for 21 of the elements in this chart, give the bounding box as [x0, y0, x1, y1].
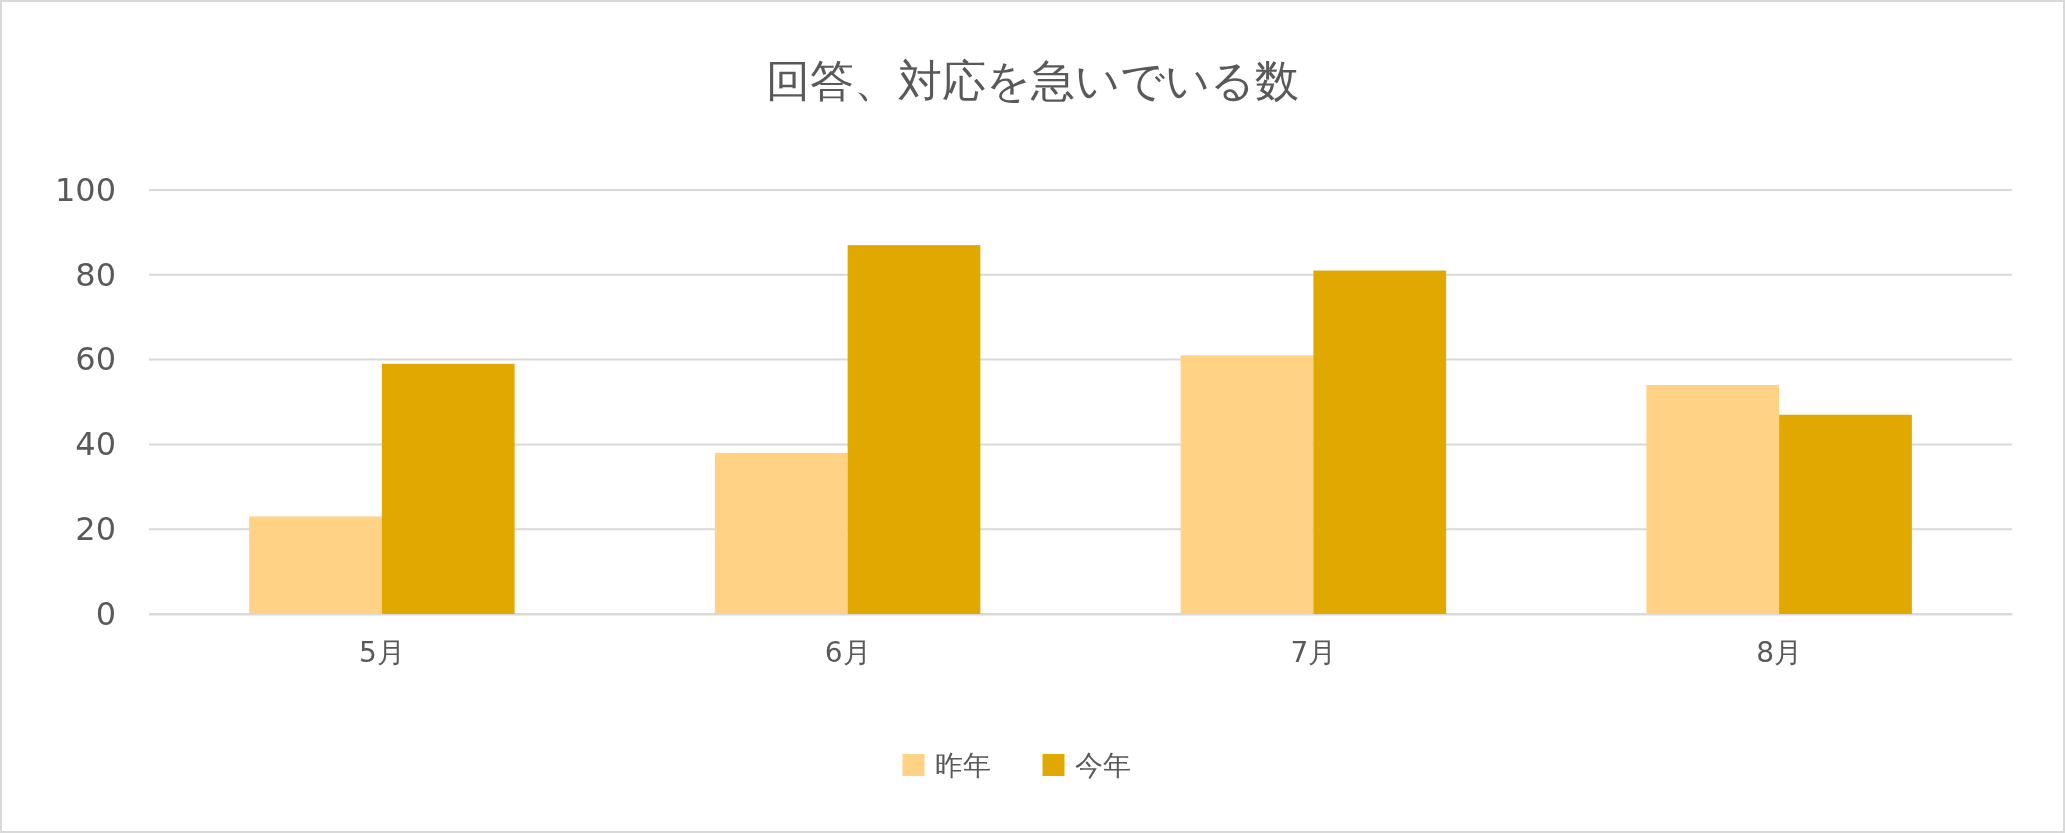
x-tick-label: 5月: [358, 635, 405, 669]
y-tick-label: 0: [95, 594, 116, 633]
y-tick-label: 60: [75, 340, 116, 379]
bar: [1313, 270, 1447, 614]
bar: [1779, 414, 1912, 614]
x-tick-label: 6月: [824, 635, 871, 669]
bar: [249, 516, 382, 614]
x-tick-label: 7月: [1290, 635, 1337, 669]
bar: [1646, 385, 1780, 614]
x-tick-label: 8月: [1756, 635, 1803, 669]
y-tick-label: 40: [75, 425, 116, 464]
bar: [714, 452, 848, 614]
legend-label: 昨年: [934, 749, 991, 782]
chart-title: 回答、対応を急いでいる数: [766, 55, 1299, 106]
bar: [847, 245, 981, 614]
y-tick-label: 100: [54, 170, 116, 209]
bar: [381, 363, 515, 614]
legend-label: 今年: [1074, 749, 1131, 782]
y-tick-label: 20: [75, 509, 116, 548]
bar: [1180, 355, 1314, 614]
y-tick-label: 80: [75, 255, 116, 294]
